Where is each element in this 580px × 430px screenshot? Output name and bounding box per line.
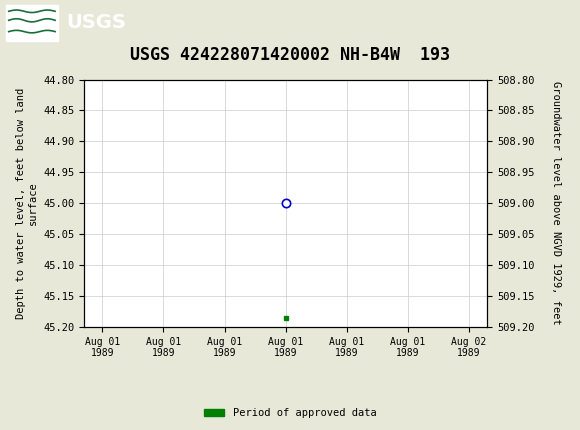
Text: USGS: USGS bbox=[67, 13, 126, 32]
Y-axis label: Groundwater level above NGVD 1929, feet: Groundwater level above NGVD 1929, feet bbox=[551, 81, 561, 325]
Text: USGS 424228071420002 NH-B4W  193: USGS 424228071420002 NH-B4W 193 bbox=[130, 46, 450, 64]
Y-axis label: Depth to water level, feet below land
surface: Depth to water level, feet below land su… bbox=[16, 88, 38, 319]
FancyBboxPatch shape bbox=[6, 4, 58, 41]
Legend: Period of approved data: Period of approved data bbox=[200, 404, 380, 423]
